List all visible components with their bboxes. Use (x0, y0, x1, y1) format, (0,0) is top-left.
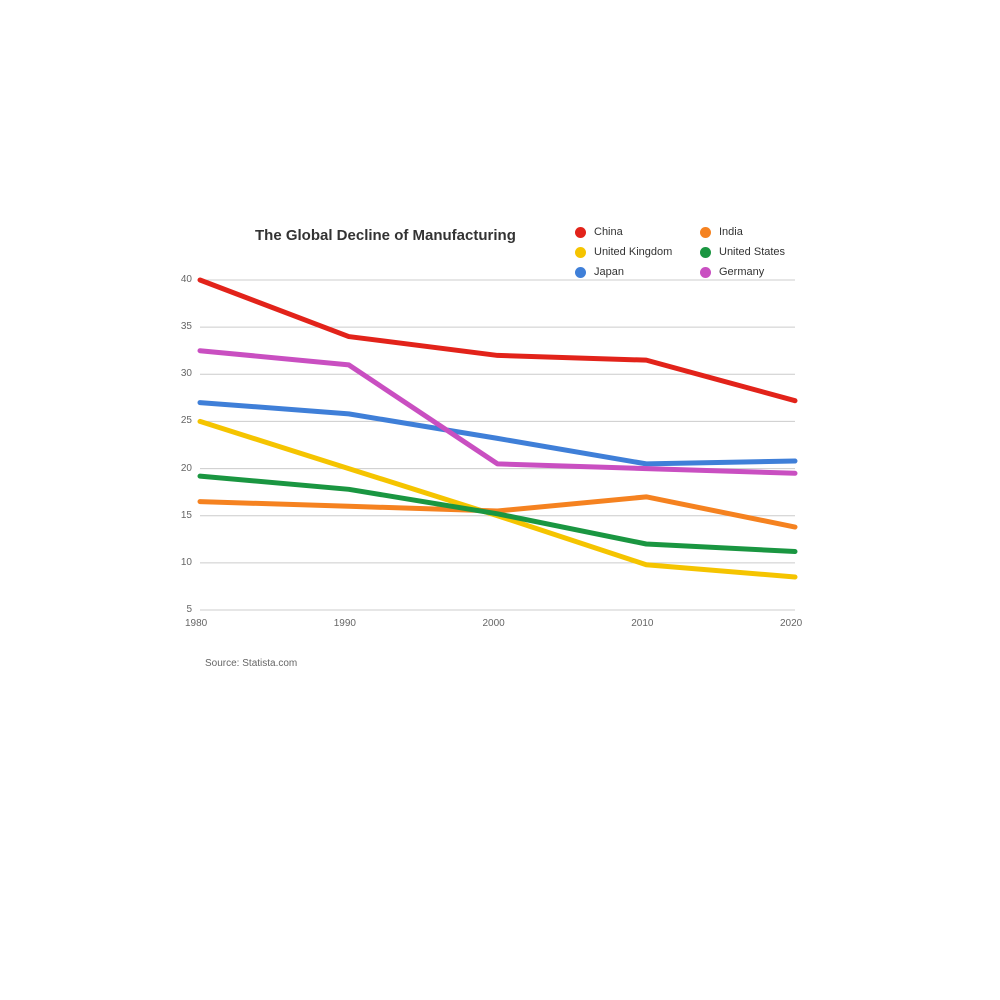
y-tick-label: 35 (181, 321, 192, 332)
y-tick-label: 15 (181, 510, 192, 521)
y-tick-label: 5 (186, 604, 192, 615)
chart-container: The Global Decline of Manufacturing Chin… (0, 0, 1000, 1000)
y-tick-label: 40 (181, 274, 192, 285)
line-chart (0, 0, 1000, 1000)
x-tick-label: 1990 (334, 618, 356, 629)
x-tick-label: 1980 (185, 618, 207, 629)
series-line (200, 476, 795, 551)
y-tick-label: 20 (181, 463, 192, 474)
series-line (200, 421, 795, 577)
series-line (200, 280, 795, 401)
y-tick-label: 10 (181, 557, 192, 568)
y-tick-label: 30 (181, 368, 192, 379)
x-tick-label: 2020 (780, 618, 802, 629)
series-line (200, 351, 795, 474)
x-tick-label: 2010 (631, 618, 653, 629)
y-tick-label: 25 (181, 415, 192, 426)
series-line (200, 403, 795, 464)
chart-source: Source: Statista.com (205, 658, 297, 669)
x-tick-label: 2000 (483, 618, 505, 629)
